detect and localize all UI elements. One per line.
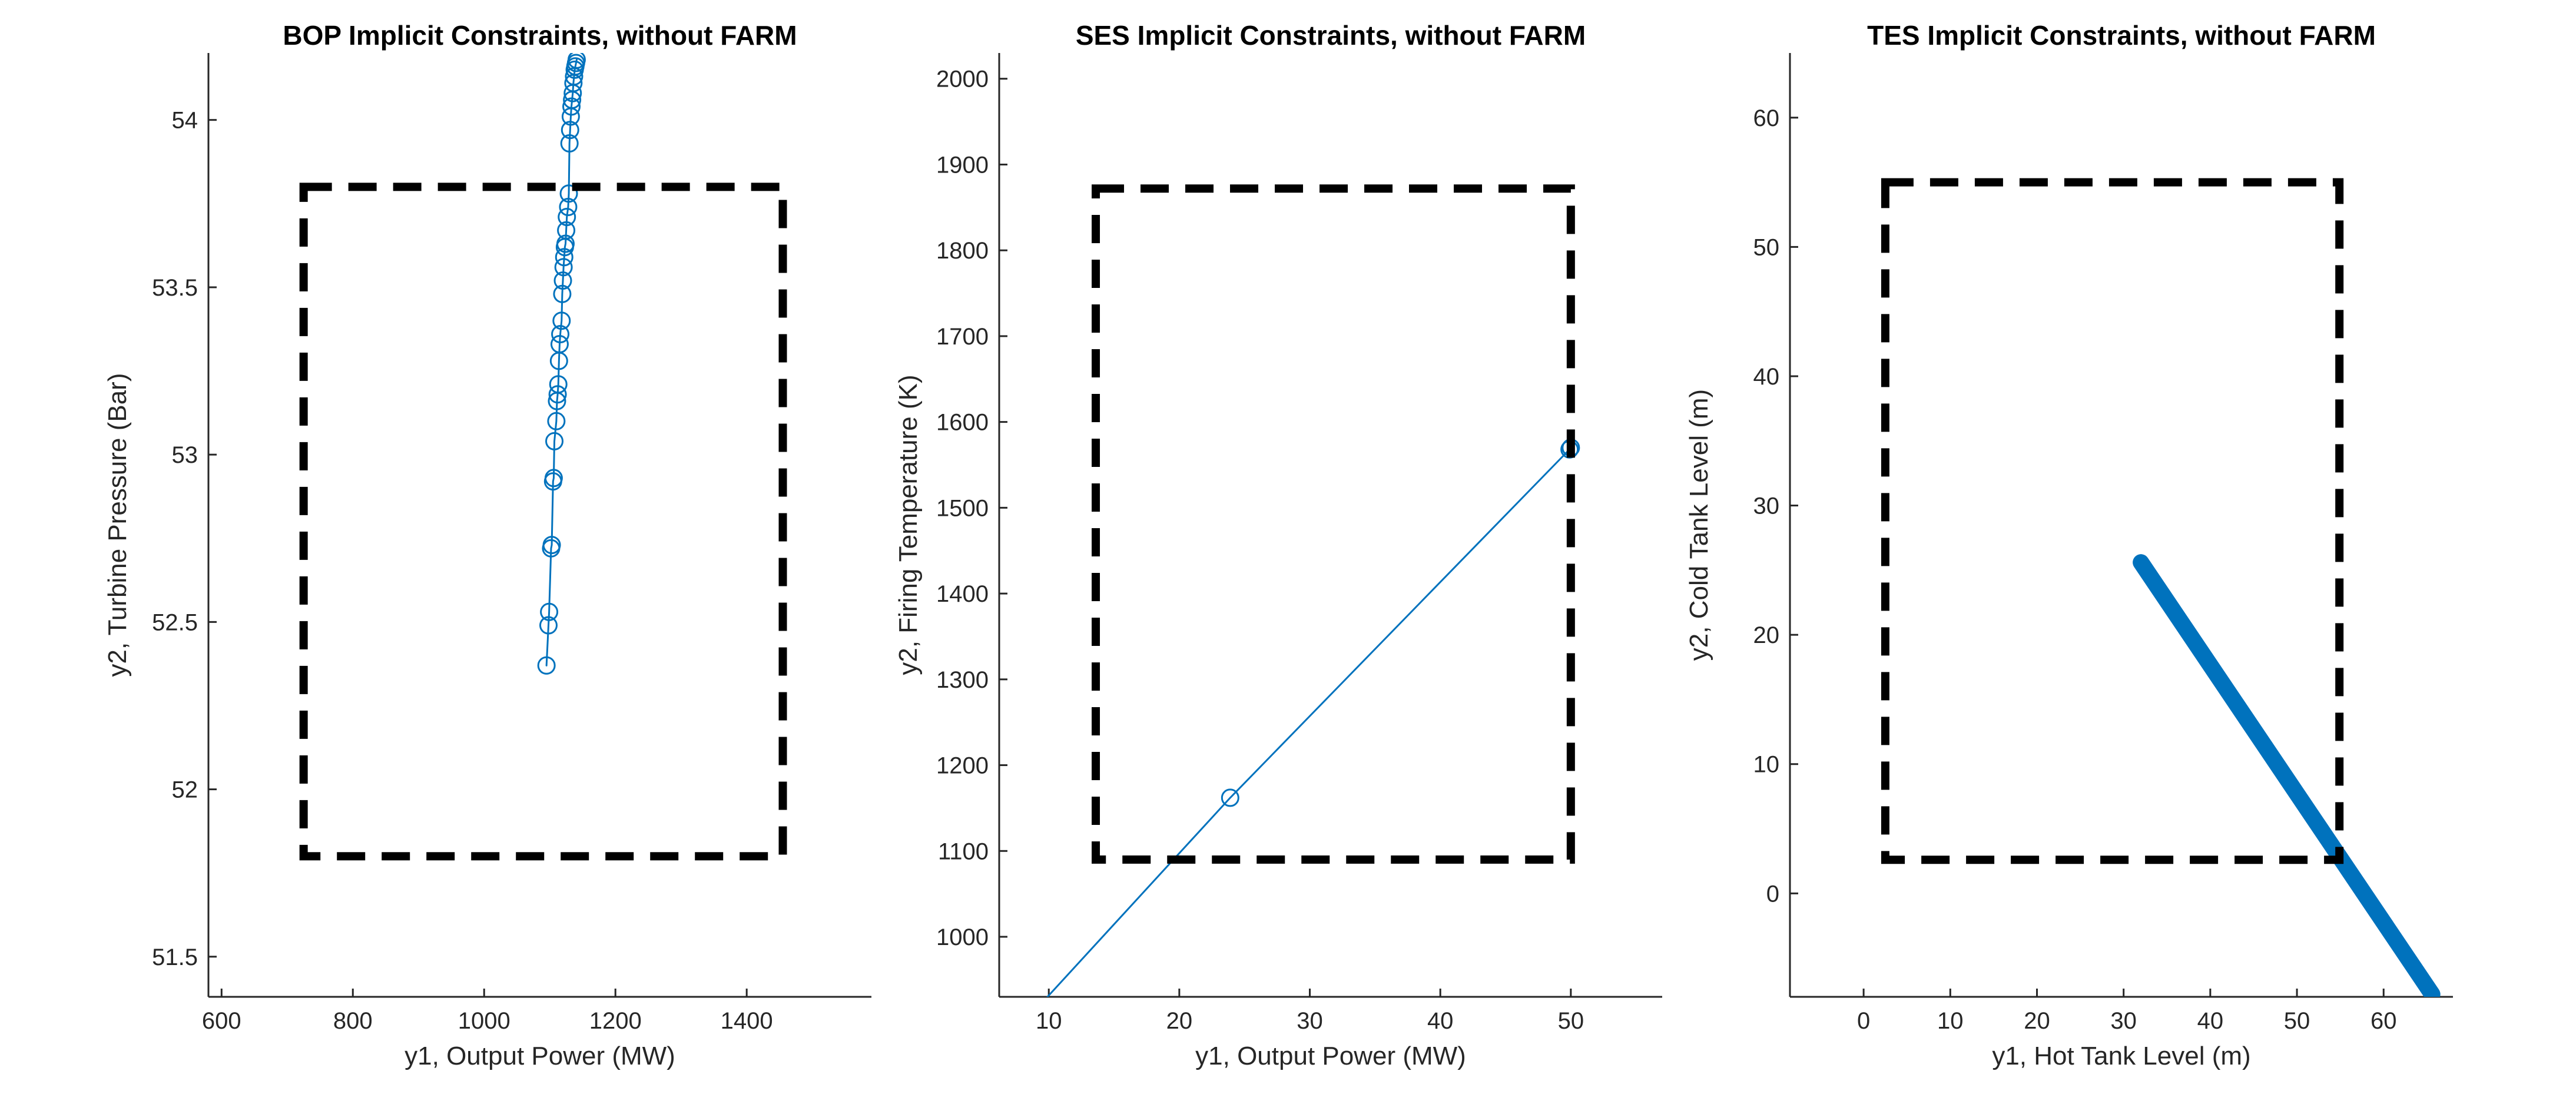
bop-data-point [555, 248, 573, 267]
bop-x-tick-label: 1400 [721, 1008, 773, 1034]
bop-data-point [553, 271, 572, 290]
ses-series-line [1046, 446, 1572, 997]
bop-x-tick-label: 800 [333, 1008, 373, 1034]
tes-chart-xlabel: y1, Hot Tank Level (m) [1992, 1042, 2250, 1070]
ses-y-tick-label: 1000 [936, 924, 989, 950]
tes-chart: TES Implicit Constraints, without FARM y… [1685, 20, 2453, 1070]
ses-x-tick-label: 50 [1558, 1008, 1584, 1034]
ses-data-area [1046, 438, 1580, 997]
tes-x-tick-label: 20 [2024, 1008, 2050, 1034]
ses-x-tick-label: 30 [1297, 1008, 1323, 1034]
tes-y-tick-label: 40 [1753, 364, 1780, 390]
ses-y-tick-label: 1300 [936, 667, 989, 693]
bop-data-point [549, 375, 568, 394]
tes-x-tick-label: 40 [2197, 1008, 2224, 1034]
bop-chart-xlabel: y1, Output Power (MW) [405, 1042, 675, 1070]
bop-data-point [552, 311, 571, 330]
bop-data-point [547, 412, 566, 430]
tes-y-tick-label: 10 [1753, 752, 1780, 778]
bop-data-point [542, 536, 561, 555]
tes-x-tick-label: 10 [1937, 1008, 1964, 1034]
bop-data-point [548, 385, 567, 404]
ses-chart: SES Implicit Constraints, without FARM y… [894, 20, 1662, 1070]
tes-chart-title: TES Implicit Constraints, without FARM [1867, 20, 2376, 51]
bop-series-line [545, 58, 578, 667]
tes-y-tick-label: 0 [1766, 881, 1779, 907]
tes-y-tick-label: 20 [1753, 622, 1780, 648]
bop-y-tick-label: 52 [172, 777, 198, 803]
ses-y-tick-label: 1100 [938, 838, 989, 864]
tes-y-tick-label: 60 [1753, 105, 1780, 131]
ses-data-point [1221, 788, 1239, 807]
tes-chart-ylabel: y2, Cold Tank Level (m) [1685, 389, 1713, 661]
tes-y-tick-label: 50 [1753, 234, 1780, 260]
bop-data-point [554, 258, 573, 277]
bop-y-tick-label: 52.5 [152, 609, 198, 635]
bop-data-point [551, 324, 570, 343]
ses-y-tick-label: 1200 [936, 753, 989, 779]
tes-y-tick-label: 30 [1753, 493, 1780, 519]
bop-chart: BOP Implicit Constraints, without FARM y… [103, 20, 871, 1070]
bop-data-point [553, 284, 572, 303]
ses-y-tick-label: 1400 [936, 581, 989, 607]
tes-series-line [2133, 554, 2441, 997]
bop-data-point [559, 184, 578, 203]
ses-chart-ylabel: y2, Firing Temperature (K) [894, 374, 923, 675]
bop-data-point [567, 53, 586, 69]
ses-constraint-box [1092, 184, 1575, 864]
tes-data-area [2133, 554, 2441, 997]
bop-y-tick-label: 53 [172, 442, 198, 468]
bop-data-point [558, 208, 576, 227]
bop-x-tick-label: 1200 [589, 1008, 642, 1034]
bop-chart-title: BOP Implicit Constraints, without FARM [283, 20, 797, 51]
bop-data-point [561, 121, 579, 140]
bop-chart-ylabel: y2, Turbine Pressure (Bar) [103, 373, 132, 677]
bop-x-tick-label: 600 [202, 1008, 241, 1034]
bop-data-point [559, 197, 578, 216]
bop-data-point [557, 221, 576, 240]
ses-y-tick-label: 1600 [936, 410, 989, 436]
bop-data-point [560, 134, 579, 152]
bop-data-point [544, 469, 563, 488]
ses-y-tick-label: 1700 [936, 324, 989, 350]
tes-constraint-box [1881, 178, 2344, 864]
bop-data-point [537, 656, 556, 675]
tes-x-tick-label: 60 [2371, 1008, 2397, 1034]
bop-constraint-box [299, 183, 787, 861]
bop-data-point [545, 432, 564, 450]
bop-data-area [537, 53, 586, 675]
tes-x-tick-label: 0 [1857, 1008, 1870, 1034]
tes-x-tick-label: 30 [2110, 1008, 2137, 1034]
bop-data-point [539, 616, 558, 635]
ses-chart-title: SES Implicit Constraints, without FARM [1076, 20, 1586, 51]
ses-chart-xlabel: y1, Output Power (MW) [1195, 1042, 1466, 1070]
ses-x-tick-label: 20 [1166, 1008, 1193, 1034]
bop-y-tick-label: 54 [172, 108, 198, 134]
ses-y-tick-label: 1800 [936, 238, 989, 264]
tes-x-tick-label: 50 [2284, 1008, 2310, 1034]
bop-data-point [550, 335, 569, 354]
ses-x-tick-label: 10 [1036, 1008, 1062, 1034]
bop-data-point [540, 602, 559, 621]
ses-y-tick-label: 2000 [936, 67, 989, 92]
bop-data-point [556, 234, 575, 253]
bop-y-tick-label: 53.5 [152, 275, 198, 301]
bop-data-point [562, 97, 581, 116]
bop-y-tick-label: 51.5 [152, 944, 198, 970]
ses-y-tick-label: 1900 [936, 152, 989, 178]
ses-y-tick-label: 1500 [936, 495, 989, 521]
ses-x-tick-label: 40 [1427, 1008, 1454, 1034]
bop-x-tick-label: 1000 [458, 1008, 510, 1034]
